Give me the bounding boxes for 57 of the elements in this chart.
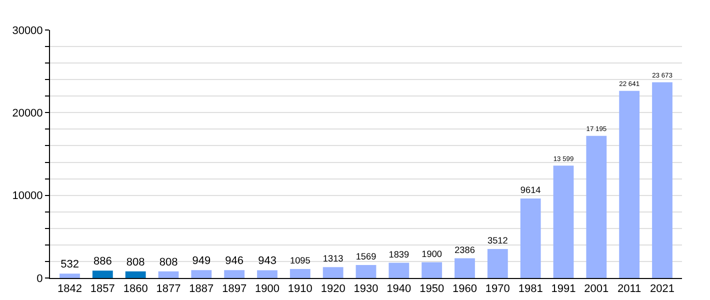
bar bbox=[224, 270, 245, 278]
bar bbox=[520, 198, 541, 278]
x-tick-label: 1860 bbox=[123, 283, 148, 296]
data-label: 9614 bbox=[520, 185, 541, 196]
data-label: 943 bbox=[258, 255, 276, 268]
bar bbox=[257, 270, 278, 278]
y-tick-label: 10000 bbox=[12, 190, 43, 202]
bar bbox=[553, 166, 574, 278]
bar bbox=[191, 270, 212, 278]
x-tick-label: 2001 bbox=[584, 283, 609, 296]
bar bbox=[487, 248, 508, 278]
x-tick-label: 1900 bbox=[255, 283, 280, 296]
x-tick-label: 1920 bbox=[320, 283, 346, 296]
data-label: 1095 bbox=[290, 255, 310, 266]
bar bbox=[388, 262, 410, 278]
data-label: 532 bbox=[60, 258, 79, 271]
data-label: 808 bbox=[159, 256, 178, 268]
bar bbox=[422, 262, 442, 278]
bar bbox=[586, 136, 607, 278]
data-label: 1569 bbox=[356, 252, 376, 262]
bar bbox=[290, 268, 310, 278]
data-label: 3512 bbox=[487, 235, 508, 246]
x-tick-label: 1897 bbox=[222, 283, 247, 296]
data-label: 949 bbox=[192, 255, 211, 268]
bar bbox=[322, 267, 344, 278]
data-label: 808 bbox=[126, 256, 145, 268]
data-label: 946 bbox=[225, 255, 244, 268]
x-tick-label: 1887 bbox=[189, 283, 214, 296]
data-label: 1313 bbox=[322, 254, 344, 264]
data-label: 886 bbox=[93, 256, 112, 268]
x-tick-label: 1877 bbox=[156, 283, 181, 296]
bar bbox=[356, 265, 376, 278]
bar bbox=[60, 274, 80, 278]
x-tick-label: 1970 bbox=[485, 283, 510, 296]
x-tick-label: 2011 bbox=[618, 283, 642, 296]
data-label: 1900 bbox=[422, 248, 442, 259]
x-tick-label: 2021 bbox=[650, 283, 674, 296]
data-label: 1839 bbox=[388, 249, 410, 260]
y-tick-label: 0 bbox=[36, 272, 43, 285]
x-tick-label: 1857 bbox=[90, 283, 115, 296]
x-tick-label: 1981 bbox=[518, 283, 543, 296]
x-tick-label: 1950 bbox=[420, 283, 444, 296]
x-tick-label: 1960 bbox=[452, 283, 477, 296]
bar bbox=[92, 270, 113, 278]
x-tick-label: 1842 bbox=[58, 283, 82, 296]
bar bbox=[158, 271, 179, 278]
x-tick-label: 1930 bbox=[354, 283, 378, 296]
x-tick-label: 1910 bbox=[288, 283, 312, 296]
bar bbox=[652, 82, 672, 278]
y-tick-label: 30000 bbox=[12, 24, 43, 37]
x-tick-label: 1940 bbox=[386, 283, 412, 296]
bar bbox=[454, 258, 475, 278]
bar bbox=[125, 271, 146, 278]
x-tick-label: 1991 bbox=[551, 283, 576, 296]
bar bbox=[619, 90, 640, 278]
data-label: 2386 bbox=[454, 244, 475, 255]
y-tick-label: 20000 bbox=[12, 108, 43, 120]
